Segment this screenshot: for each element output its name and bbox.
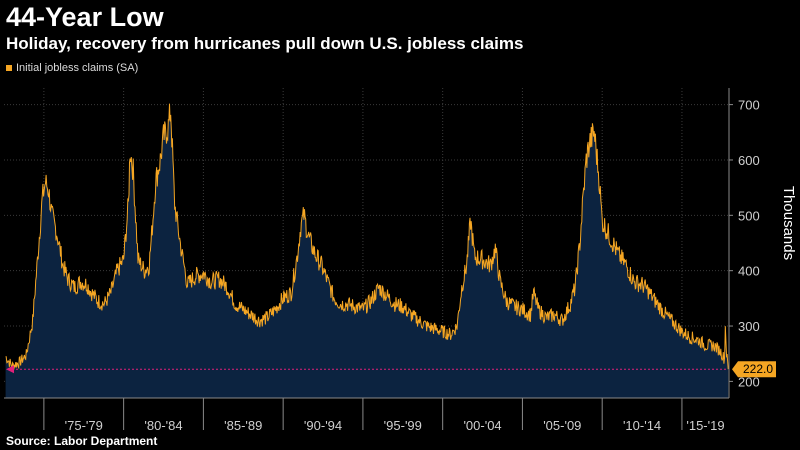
y-tick-label: 400 [738, 264, 760, 279]
reference-line-group: 222.0 [6, 361, 776, 378]
y-tick-label: 600 [738, 153, 760, 168]
chart-title: 44-Year Low [6, 2, 164, 32]
y-axis-label: Thousands [780, 186, 797, 260]
chart-subtitle: Holiday, recovery from hurricanes pull d… [6, 34, 524, 53]
legend-label: Initial jobless claims (SA) [16, 62, 139, 74]
y-tick-label: 700 [738, 98, 760, 113]
x-tick-label: '85-'89 [224, 418, 262, 433]
y-axis: 200 300 400 500 600 700 [728, 88, 760, 398]
source-note: Source: Labor Department [6, 434, 158, 448]
x-tick-label: '75-'79 [65, 418, 103, 433]
series-area-fill [5, 103, 729, 398]
reference-arrow-icon [6, 365, 14, 374]
series-line [5, 103, 729, 370]
x-tick-label: '00-'04 [463, 418, 501, 433]
x-axis: '75-'79 '80-'84 '85-'89 '90-'94 '95-'99 '00-'… [4, 397, 729, 433]
last-value-callout [732, 361, 776, 378]
legend-swatch [6, 65, 12, 71]
x-tick-label: '95-'99 [384, 418, 422, 433]
x-tick-label: '10-'14 [623, 418, 661, 433]
x-tick-label: '80-'84 [144, 418, 182, 433]
last-value-label: 222.0 [743, 362, 773, 376]
y-tick-label: 300 [738, 319, 760, 334]
x-tick-label: '05-'09 [543, 418, 581, 433]
y-tick-label: 500 [738, 208, 760, 223]
x-tick-label: '90-'94 [304, 418, 342, 433]
x-tick-label: '15-'19 [686, 418, 724, 433]
legend: Initial jobless claims (SA) [6, 62, 138, 74]
y-tick-label: 200 [738, 374, 760, 389]
